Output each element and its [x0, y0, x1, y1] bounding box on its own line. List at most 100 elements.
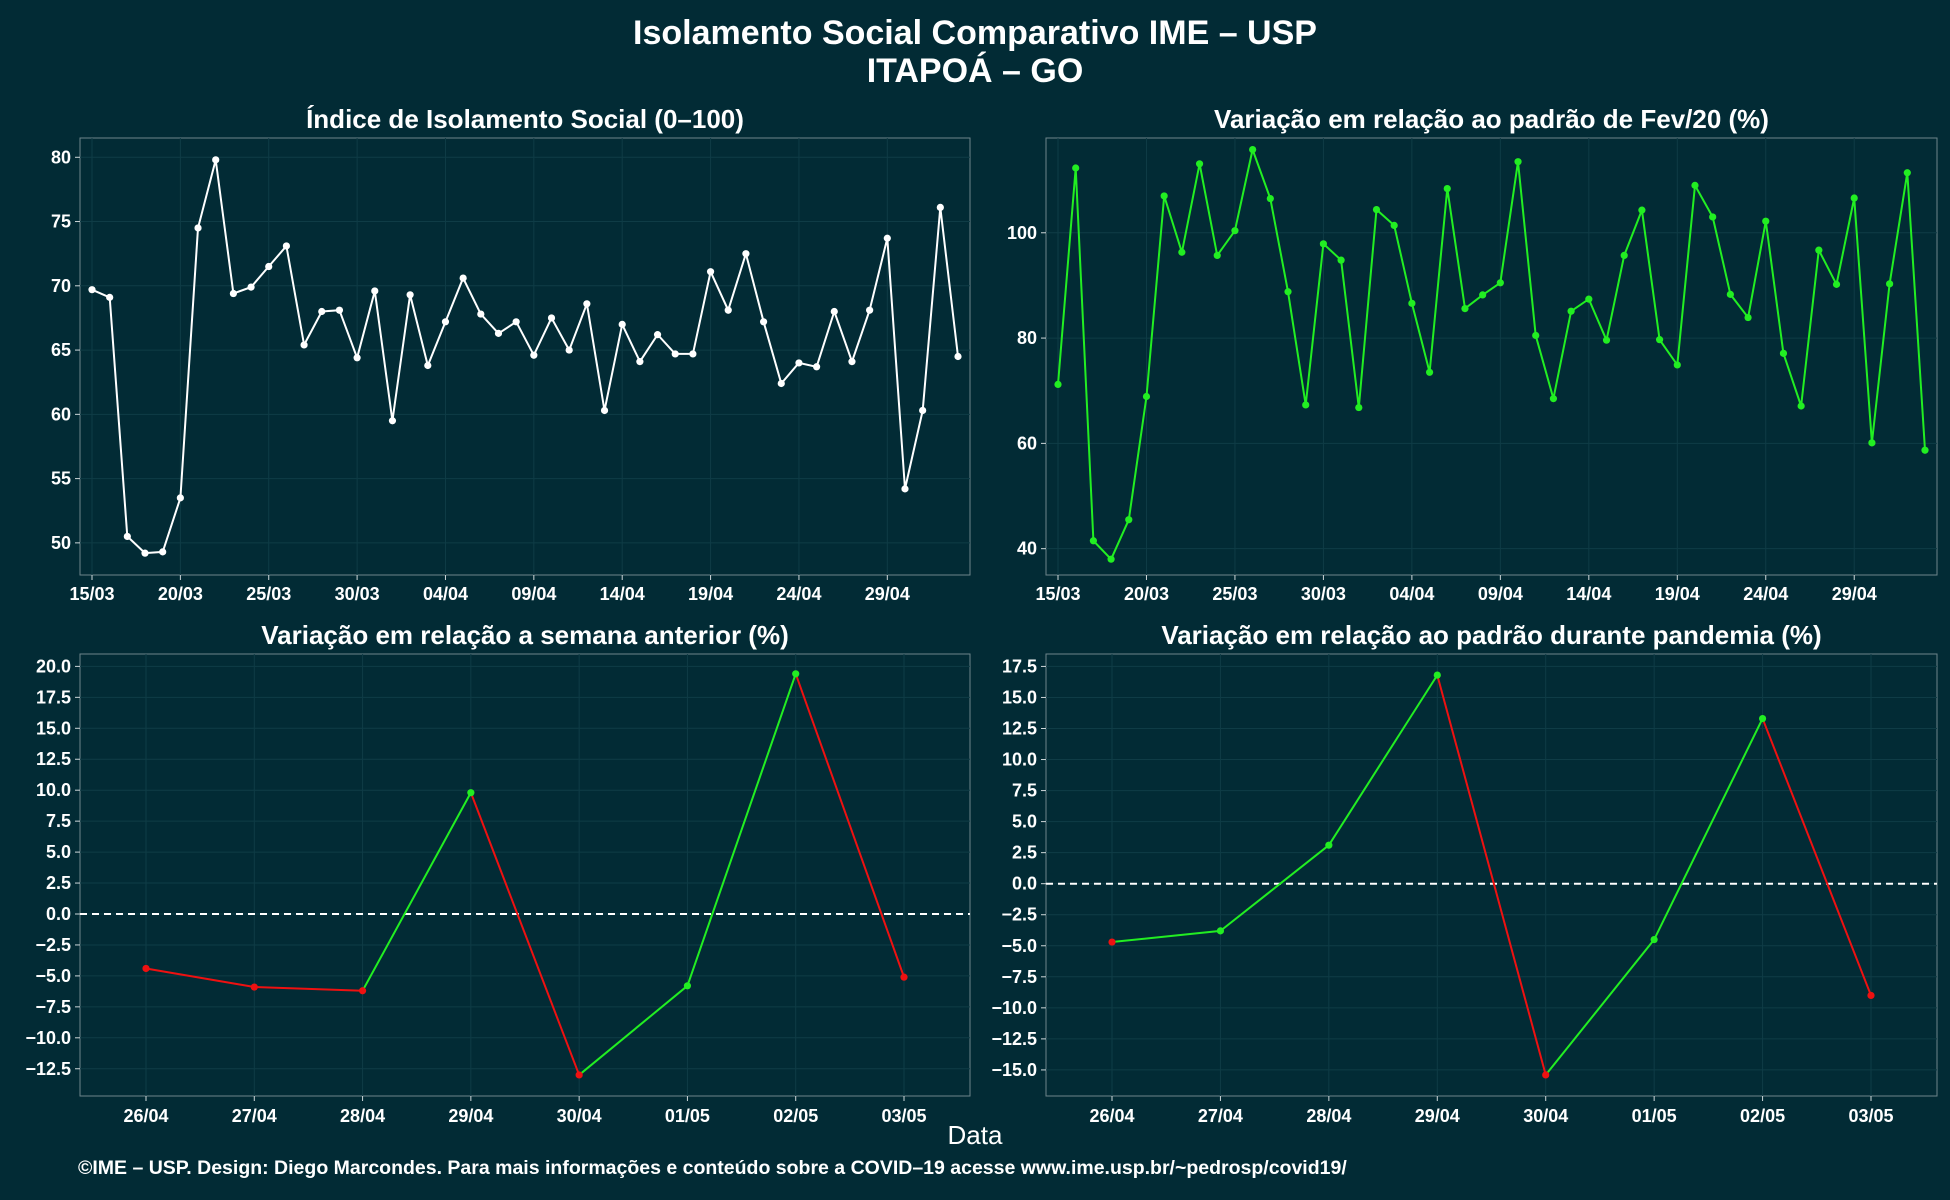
data-point — [194, 224, 202, 232]
y-tick-label: 15.0 — [1002, 687, 1037, 707]
series-segment — [1544, 938, 1655, 1076]
data-point — [142, 964, 150, 973]
data-point — [141, 549, 149, 557]
data-point — [1284, 288, 1292, 296]
series-segment — [145, 967, 255, 989]
y-tick-label: 50 — [51, 533, 71, 553]
x-tick-label: 01/05 — [1632, 1106, 1677, 1126]
data-point — [1797, 402, 1805, 410]
series-segment — [686, 673, 797, 987]
x-tick-label: 28/04 — [340, 1106, 385, 1126]
panel-title: Variação em relação ao padrão de Fev/20 … — [1214, 104, 1769, 134]
data-point — [358, 987, 367, 995]
data-point — [1072, 164, 1080, 172]
y-tick-label: −2.5 — [1001, 905, 1037, 925]
data-point — [1325, 841, 1333, 849]
series-segment — [1436, 674, 1547, 1076]
x-tick-label: 29/04 — [448, 1106, 493, 1126]
data-point — [494, 329, 503, 337]
series-segment — [1219, 844, 1330, 932]
data-point — [1443, 184, 1451, 193]
data-point — [1108, 938, 1116, 946]
data-point — [1355, 403, 1363, 412]
panel-title: Variação em relação a semana anterior (%… — [261, 620, 789, 650]
data-point — [653, 331, 662, 339]
data-point — [123, 532, 131, 541]
data-point — [1815, 246, 1823, 254]
data-point — [848, 358, 856, 366]
data-point — [159, 548, 167, 556]
x-tick-label: 04/04 — [1389, 584, 1434, 604]
data-point — [1302, 401, 1310, 409]
data-point — [600, 406, 609, 415]
y-tick-label: 0.0 — [46, 904, 71, 924]
data-point — [565, 346, 573, 354]
data-point — [1762, 217, 1770, 225]
data-point — [1479, 291, 1487, 299]
data-point — [1542, 1071, 1550, 1079]
data-point — [388, 417, 397, 425]
data-point — [706, 268, 715, 276]
data-point — [1585, 295, 1593, 303]
y-tick-label: −12.5 — [25, 1059, 71, 1079]
x-tick-label: 20/03 — [158, 584, 203, 604]
data-point — [1319, 240, 1328, 248]
x-tick-label: 26/04 — [123, 1106, 168, 1126]
data-point — [1514, 158, 1522, 166]
y-tick-label: 10.0 — [36, 780, 71, 800]
data-point — [1216, 927, 1225, 935]
data-point — [353, 354, 361, 362]
data-point — [724, 306, 732, 314]
data-point — [371, 287, 379, 295]
page-title: Isolamento Social Comparativo IME – USP — [633, 14, 1317, 52]
y-tick-label: 2.5 — [46, 873, 71, 893]
data-point — [1125, 516, 1133, 524]
plot-frame — [79, 653, 971, 1097]
x-tick-label: 15/03 — [69, 584, 114, 604]
y-tick-label: 17.5 — [1002, 656, 1037, 676]
data-point — [1620, 251, 1628, 260]
data-point — [1744, 313, 1752, 322]
data-point — [683, 982, 692, 990]
series-segment — [254, 986, 363, 992]
data-point — [1691, 181, 1699, 189]
series-segment — [578, 985, 689, 1076]
data-point — [1142, 392, 1151, 401]
data-point — [1496, 279, 1504, 287]
page-subtitle: ITAPOÁ – GO — [866, 52, 1084, 90]
y-tick-label: 60 — [51, 404, 71, 424]
data-point — [1779, 349, 1788, 357]
data-point — [1673, 361, 1681, 369]
data-point — [575, 1071, 583, 1079]
y-tick-label: 7.5 — [1012, 781, 1037, 801]
y-tick-label: 100 — [1007, 223, 1037, 243]
x-tick-label: 30/04 — [1523, 1106, 1568, 1126]
data-point — [1160, 192, 1168, 200]
data-point — [936, 203, 944, 212]
data-point — [901, 485, 909, 493]
data-point — [247, 283, 255, 291]
x-tick-label: 25/03 — [246, 584, 291, 604]
data-point — [1921, 446, 1929, 454]
data-point — [1195, 160, 1204, 168]
x-axis-label: Data — [947, 1120, 1003, 1150]
data-point — [792, 670, 800, 678]
data-point — [1850, 194, 1858, 202]
data-point — [229, 289, 237, 298]
y-tick-label: −5.0 — [1001, 936, 1037, 956]
y-tick-label: 15.0 — [36, 718, 71, 738]
data-point — [689, 350, 697, 358]
data-point — [1089, 537, 1097, 545]
x-tick-label: 25/03 — [1212, 584, 1257, 604]
y-tick-label: 60 — [1017, 433, 1037, 453]
data-point — [883, 234, 891, 242]
data-point — [1337, 256, 1345, 264]
x-tick-label: 30/04 — [557, 1106, 602, 1126]
data-point — [618, 320, 626, 328]
x-tick-label: 04/04 — [423, 584, 468, 604]
data-point — [530, 351, 538, 359]
series-segment — [469, 792, 581, 1076]
plot-frame — [1045, 653, 1938, 1097]
y-tick-label: −10.0 — [25, 1028, 71, 1048]
y-tick-label: 10.0 — [1002, 750, 1037, 770]
